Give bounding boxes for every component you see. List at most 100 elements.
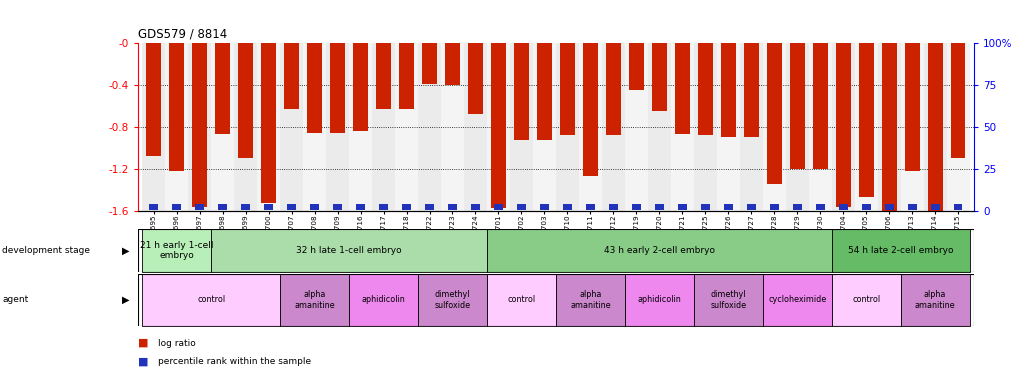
- Bar: [883, 204, 893, 210]
- Text: control: control: [197, 296, 225, 304]
- Bar: [284, 43, 299, 109]
- Bar: [146, 43, 161, 156]
- Text: ■: ■: [138, 357, 148, 367]
- Text: alpha
amanitine: alpha amanitine: [914, 290, 955, 310]
- Bar: [326, 43, 348, 211]
- Bar: [608, 204, 618, 210]
- Bar: [693, 43, 716, 211]
- Bar: [149, 204, 158, 210]
- Bar: [218, 204, 227, 210]
- Bar: [746, 204, 755, 210]
- Bar: [376, 43, 390, 109]
- Bar: [353, 43, 368, 131]
- Bar: [211, 229, 486, 272]
- Bar: [559, 43, 575, 135]
- Bar: [651, 43, 666, 111]
- Bar: [625, 43, 647, 211]
- Bar: [555, 274, 625, 326]
- Bar: [830, 43, 854, 211]
- Bar: [330, 43, 344, 133]
- Bar: [348, 274, 418, 326]
- Bar: [280, 274, 348, 326]
- Bar: [261, 43, 276, 203]
- Bar: [716, 43, 739, 211]
- Bar: [631, 204, 640, 210]
- Text: aphidicolin: aphidicolin: [362, 296, 405, 304]
- Bar: [394, 43, 418, 211]
- Bar: [675, 43, 689, 134]
- Bar: [356, 204, 365, 210]
- Bar: [486, 274, 555, 326]
- Bar: [287, 204, 296, 210]
- Bar: [238, 43, 253, 158]
- Bar: [143, 274, 280, 326]
- Bar: [307, 43, 322, 133]
- Bar: [900, 274, 968, 326]
- Bar: [785, 43, 808, 211]
- Bar: [418, 274, 486, 326]
- Text: 54 h late 2-cell embryo: 54 h late 2-cell embryo: [847, 246, 953, 255]
- Text: dimethyl
sulfoxide: dimethyl sulfoxide: [709, 290, 746, 310]
- Bar: [720, 43, 735, 137]
- Bar: [418, 43, 440, 211]
- Bar: [579, 43, 601, 211]
- Bar: [490, 43, 505, 209]
- Bar: [562, 204, 572, 210]
- Bar: [922, 43, 946, 211]
- Bar: [953, 204, 962, 210]
- Text: control: control: [506, 296, 535, 304]
- Bar: [514, 43, 529, 141]
- Bar: [723, 204, 732, 210]
- Bar: [422, 43, 436, 84]
- Bar: [536, 43, 551, 141]
- Bar: [830, 274, 900, 326]
- Text: GDS579 / 8814: GDS579 / 8814: [138, 28, 227, 40]
- Text: 32 h late 1-cell embryo: 32 h late 1-cell embryo: [296, 246, 401, 255]
- Bar: [904, 43, 918, 171]
- Bar: [789, 43, 804, 169]
- Bar: [835, 43, 850, 207]
- Bar: [143, 229, 211, 272]
- Bar: [471, 204, 480, 210]
- Bar: [280, 43, 303, 211]
- Text: aphidicolin: aphidicolin: [637, 296, 681, 304]
- Bar: [792, 204, 801, 210]
- Bar: [555, 43, 579, 211]
- Text: cycloheximide: cycloheximide: [767, 296, 825, 304]
- Bar: [493, 204, 502, 210]
- Text: ▶: ▶: [122, 295, 129, 305]
- Bar: [830, 229, 968, 272]
- Bar: [854, 43, 876, 211]
- Bar: [838, 204, 847, 210]
- Bar: [379, 204, 387, 210]
- Bar: [189, 43, 211, 211]
- Text: control: control: [851, 296, 879, 304]
- Text: percentile rank within the sample: percentile rank within the sample: [158, 357, 311, 366]
- Bar: [303, 43, 326, 211]
- Bar: [215, 43, 230, 134]
- Bar: [585, 204, 594, 210]
- Text: development stage: development stage: [2, 246, 90, 255]
- Text: ■: ■: [138, 338, 148, 348]
- Bar: [172, 204, 181, 210]
- Bar: [697, 43, 712, 135]
- Bar: [605, 43, 621, 135]
- Bar: [861, 204, 870, 210]
- Bar: [907, 204, 916, 210]
- Bar: [464, 43, 486, 211]
- Bar: [929, 204, 938, 210]
- Bar: [743, 43, 758, 137]
- Bar: [169, 43, 184, 171]
- Text: log ratio: log ratio: [158, 339, 196, 348]
- Bar: [143, 43, 165, 211]
- Bar: [700, 204, 709, 210]
- Bar: [195, 204, 204, 210]
- Bar: [486, 229, 830, 272]
- Bar: [165, 43, 189, 211]
- Text: agent: agent: [2, 296, 29, 304]
- Bar: [601, 43, 625, 211]
- Bar: [517, 204, 526, 210]
- Text: alpha
amanitine: alpha amanitine: [570, 290, 610, 310]
- Bar: [440, 43, 464, 211]
- Bar: [762, 274, 830, 326]
